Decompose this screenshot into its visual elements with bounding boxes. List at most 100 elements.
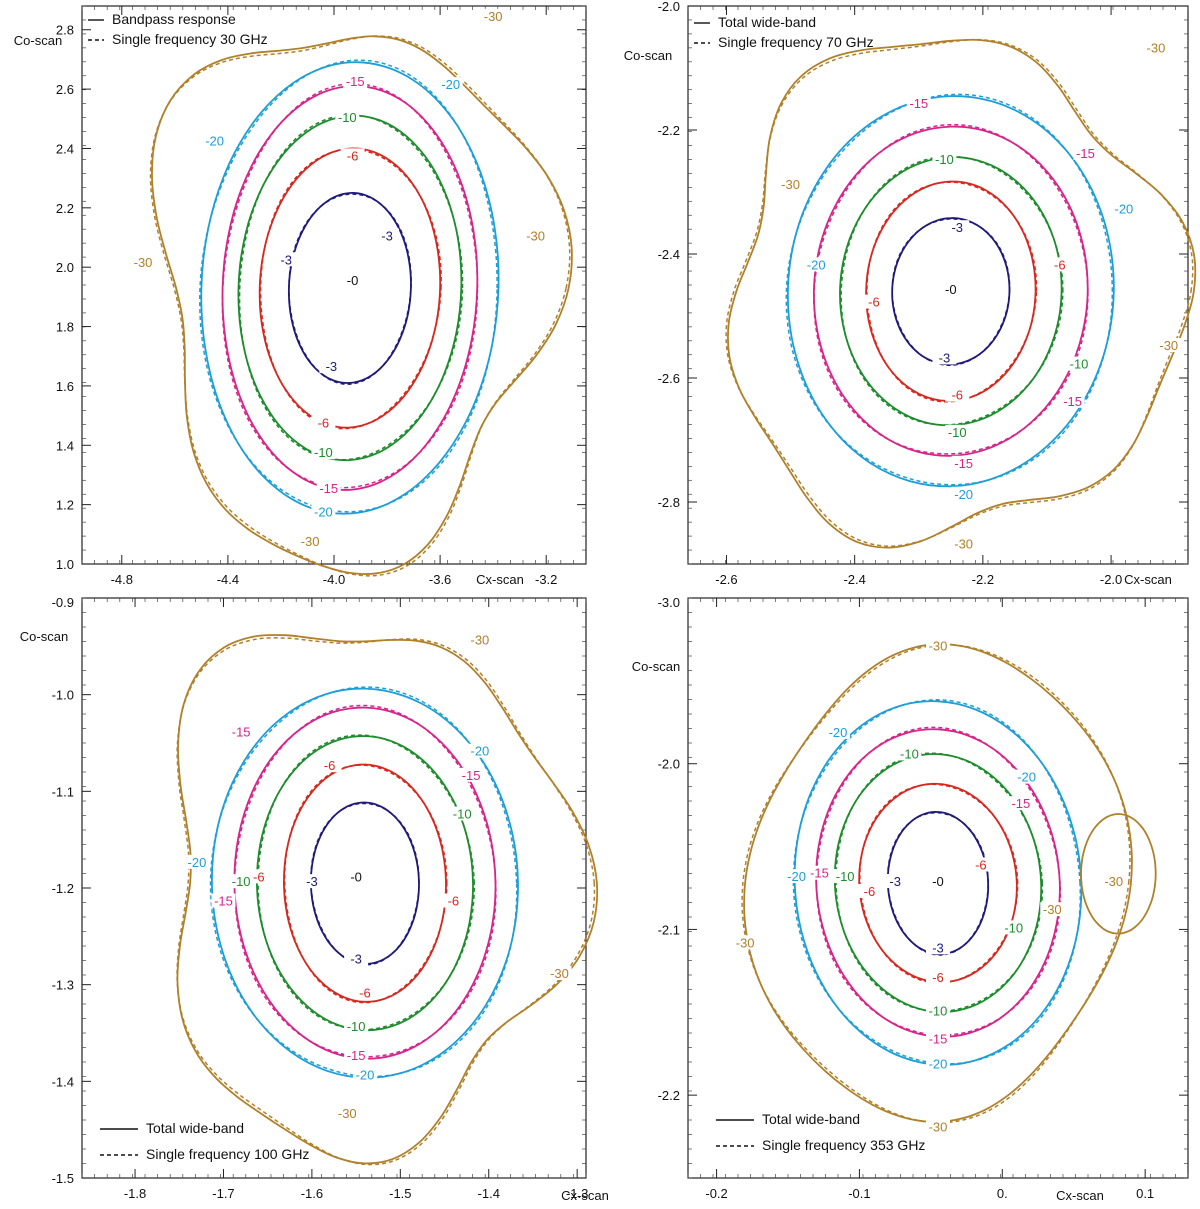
contour-label-bg — [951, 536, 976, 551]
contour-label: -3 — [951, 220, 963, 235]
contour-labels: -0 -3 -3 -6 -6 -6 -10 -10 -10 -15 -15 -15 -15 -20 -20 -… — [778, 40, 1181, 551]
contour-label: -10 — [347, 1019, 366, 1034]
y-tick-label: -2.2 — [658, 1088, 680, 1103]
contour-label-bg — [883, 874, 908, 889]
contour-label: -30 — [550, 966, 569, 981]
contour-label-bg — [926, 970, 950, 985]
contour-wideband-m15 — [812, 125, 1089, 457]
contour-label-bg — [897, 746, 922, 761]
contour-labels: -0-3-3-6-6-6-6-10-10-10-15-15-15-15-20-2… — [184, 632, 572, 1121]
contour-label: -10 — [232, 874, 251, 889]
x-tick-label: -0.1 — [848, 1186, 870, 1201]
x-tick-label: -4.0 — [323, 572, 345, 587]
contour-label: -6 — [347, 148, 359, 163]
contour-label: -30 — [526, 229, 545, 244]
contour-label: -3 — [306, 874, 318, 889]
contour-label: -15 — [319, 481, 338, 496]
contour-label-bg — [1060, 393, 1085, 408]
contour-label: -30 — [1147, 40, 1166, 55]
contour-label: -20 — [188, 855, 207, 870]
contour-label: -30 — [484, 9, 503, 24]
contour-label-bg — [375, 228, 400, 243]
contour-label-bg — [340, 148, 365, 163]
contour-label-bg — [1014, 769, 1039, 784]
contour-labels: -0 -3 -3 -6 -6 -6 -10 -10 -10 -10 -15 -15 -15 -20 -20 -… — [733, 638, 1126, 1134]
contour-label-bg — [211, 893, 236, 908]
contour-label-bg — [861, 294, 886, 309]
contour-label-bg — [352, 1067, 377, 1082]
contour-label-bg — [945, 424, 970, 439]
contour-label: -30 — [736, 935, 755, 950]
contour-label-bg — [945, 220, 970, 235]
legend: Total wide-band Single frequency 353 GHz — [716, 1111, 925, 1153]
legend-entry: Single frequency 30 GHz — [112, 31, 268, 47]
contour-label-bg — [1156, 338, 1181, 352]
contour-label-bg — [926, 638, 950, 653]
contour-label-bg — [926, 1003, 950, 1018]
contour-label-bg — [932, 152, 957, 166]
contour-label: -3 — [381, 229, 393, 244]
contour-label-bg — [1111, 201, 1136, 216]
legend-entry: Total wide-band — [146, 1120, 244, 1136]
contour-label: -6 — [448, 894, 460, 909]
contour-label-bg — [274, 252, 299, 267]
legend-entry: Total wide-band — [718, 14, 816, 30]
contour-label: -15 — [810, 866, 829, 881]
contour-label-bg — [441, 893, 466, 908]
contour-single-frequency-m10 — [840, 155, 1064, 426]
contour-label-bg — [1001, 920, 1026, 935]
contour-label: -20 — [807, 257, 826, 272]
contour-single-frequency-m30 — [725, 38, 1194, 547]
contour-label: -10 — [453, 807, 472, 822]
y-tick-label: -2.4 — [658, 247, 680, 262]
contour-single-frequency-m30 — [176, 637, 596, 1166]
contour-label-bg — [951, 455, 976, 470]
contour-label-bg — [299, 874, 324, 889]
contour-label-bg — [1008, 796, 1033, 811]
x-tick-label: -4.4 — [217, 572, 239, 587]
x-tick-label: -3.6 — [429, 572, 451, 587]
contour-wideband-m20 — [210, 687, 519, 1079]
contour-label: -15 — [929, 1031, 948, 1046]
contours — [149, 35, 573, 577]
contour-label-bg — [547, 966, 572, 980]
contour-label: -3 — [350, 952, 362, 967]
contour-label: -3 — [932, 940, 944, 955]
contour-label: -0 — [945, 282, 957, 297]
y-tick-label: -2.6 — [658, 371, 680, 386]
contour-label-bg — [311, 445, 336, 460]
legend: Bandpass response Single frequency 30 GHz — [88, 11, 268, 47]
contour-label-bg — [826, 724, 850, 739]
contour-label: -10 — [338, 110, 357, 125]
y-tick-label: -2.0 — [658, 757, 680, 772]
contour-label: -6 — [1054, 257, 1066, 272]
contour-single-frequency-m10 — [257, 734, 475, 1031]
contour-label: -6 — [975, 857, 987, 872]
contour-wideband-m20 — [200, 61, 500, 515]
y-tick-label: -2.8 — [658, 495, 680, 510]
contour-label-bg — [523, 228, 548, 243]
contour-label: -10 — [1070, 357, 1089, 372]
x-axis-label: Cx-scan — [476, 572, 524, 587]
x-axis-label: Cx-scan — [1056, 1188, 1104, 1203]
contour-label: -30 — [1104, 874, 1123, 889]
x-tick-label: -2.2 — [972, 572, 994, 587]
x-tick-label: 0. — [997, 1186, 1008, 1201]
contour-label: -15 — [346, 74, 365, 89]
contour-label: -6 — [932, 970, 944, 985]
contour-label: -30 — [781, 177, 800, 192]
legend-entry: Single frequency 100 GHz — [146, 1146, 309, 1162]
contour-label-bg — [778, 176, 803, 191]
y-tick-label: 2.8 — [56, 23, 74, 38]
contour-island-m30 — [1080, 813, 1157, 935]
contour-label: -15 — [462, 768, 481, 783]
contour-label-bg — [926, 1056, 950, 1071]
contour-wideband-m20 — [786, 95, 1115, 488]
contour-label: -3 — [326, 359, 338, 374]
legend: Total wide-band Single frequency 70 GHz — [694, 14, 874, 50]
contour-label-bg — [229, 874, 254, 889]
contour-label-bg — [926, 874, 950, 889]
y-tick-label: 1.4 — [56, 438, 74, 453]
contour-label: -6 — [359, 985, 371, 1000]
